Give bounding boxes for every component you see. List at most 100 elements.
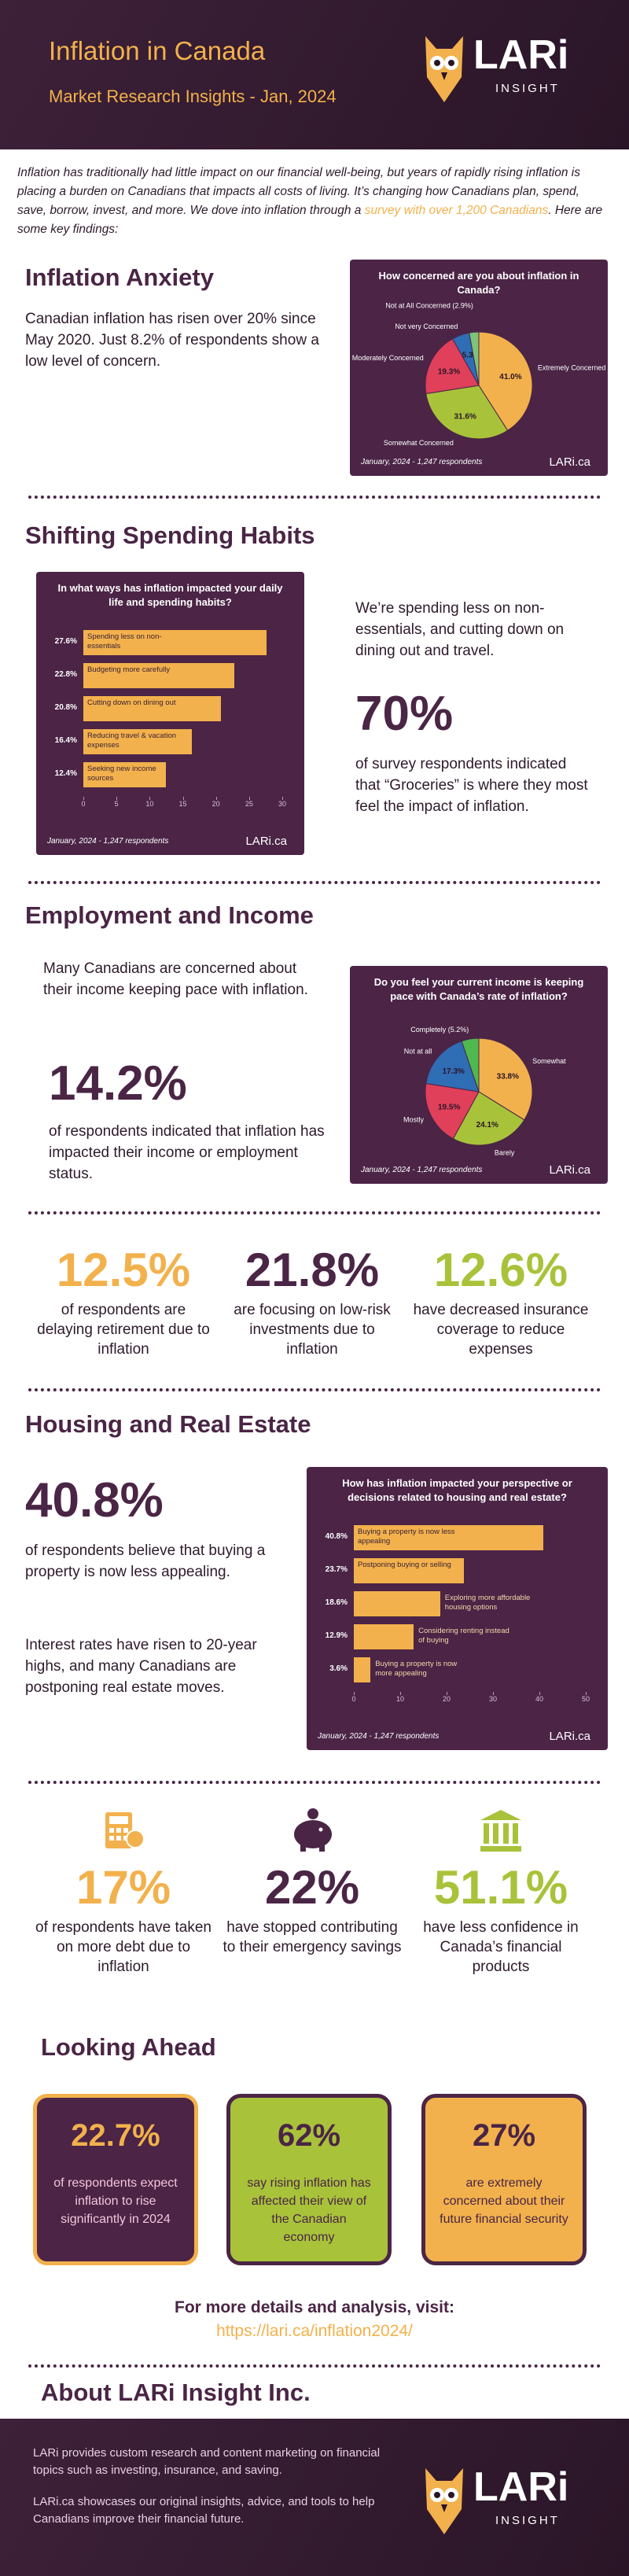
separator [28,496,601,499]
tick-mark [282,797,283,800]
pie-slice [469,331,480,386]
section-heading: Shifting Spending Habits [25,521,315,549]
slice-category: Completely (5.2%) [410,1026,469,1034]
slice-label: 41.0% [499,373,521,381]
separator [28,1781,601,1784]
bar-chart: How has inflation impacted your perspect… [307,1467,608,1750]
logo [421,2462,468,2545]
section-heading: Employment and Income [25,901,314,929]
chart-title: Do you feel your current income is keepi… [373,976,584,1002]
stat-value: 22% [264,1861,360,1914]
stat-value: 14.2% [49,1056,187,1111]
x-tick-label: 0 [351,1695,356,1703]
intro-text: Inflation has traditionally had little i… [17,166,580,217]
separator [28,2364,601,2368]
stat-value: 40.8% [25,1473,164,1528]
slice-label: 33.8% [497,1072,519,1081]
stat-value: 70% [355,687,454,741]
tick-mark [215,797,217,800]
card-text: of respondents expect inflation to rise … [53,2176,178,2226]
chart-source: LARi.ca [549,1163,590,1177]
visit-link[interactable]: https://lari.ca/inflation2024/ [216,2322,413,2340]
x-tick-label: 25 [245,800,253,808]
tick-mark [586,1692,587,1695]
card-value: 27% [472,2118,536,2153]
bar-label: Buying a property is now more appealing [375,1660,458,1678]
x-tick-label: 30 [488,1695,497,1703]
tick-mark [248,797,250,800]
pie-slice [461,1037,480,1093]
slice-label: 19.3% [438,368,460,377]
x-tick-label: 20 [212,800,220,808]
card: 27% are extremely concerned about their f… [421,2094,587,2265]
pie: 41.0% Extremely Concerned 31.6% Somewhat Co… [352,301,606,447]
x-tick-label: 20 [442,1695,451,1703]
pie-chart: Do you feel your current income is keepi… [350,966,608,1184]
section-text: We’re spending less on non-essentials, a… [355,600,565,659]
stat-text: of respondents indicated that inflation … [49,1123,325,1182]
stat: 22% have stopped contributing to their em… [222,1860,403,1957]
value-label: 12.9% [325,1631,348,1640]
owl-icon [425,2468,463,2534]
separator [28,1388,601,1391]
bar [83,630,267,655]
slice-label: 24.1% [476,1121,498,1130]
tick-mark [400,1692,401,1695]
card-text: say rising inflation has affected their … [247,2176,371,2244]
stat-text: of respondents are delaying retirement d… [37,1302,210,1358]
x-tick-label: 10 [395,1695,404,1703]
value-label: 22.8% [54,670,77,679]
chart-source: LARi.ca [549,1730,590,1743]
stat-value: 21.8% [245,1244,380,1296]
stat-text: have decreased insurance coverage to red… [413,1302,589,1358]
bar [354,1591,440,1616]
separator [28,1211,601,1214]
x-tick-label: 0 [81,800,86,808]
bar [83,663,235,688]
pie-chart: How concerned are you about inflation in… [350,260,608,476]
stat-value: 17% [75,1861,171,1914]
logo-name: LARi [473,2464,569,2510]
x-tick-label: 15 [178,800,187,808]
bank-icon [480,1810,521,1852]
section-text: Interest rates have risen to 20-year hig… [25,1637,257,1696]
bar-label: Budgeting more carefully [87,665,171,674]
tick-mark [182,797,184,800]
tick-mark [83,797,84,800]
value-label: 27.6% [54,637,77,646]
stat: 12.5% of respondents are delaying retirem… [33,1243,214,1359]
card-text: are extremely concerned about their futu… [440,2176,568,2226]
value-label: 23.7% [325,1565,348,1574]
stat: 21.8% are focusing on low-risk investment… [222,1243,403,1359]
stat-value: 12.6% [433,1244,568,1296]
chart-source: LARi.ca [245,835,287,848]
chart-title: How concerned are you about inflation in… [378,270,579,296]
bar [354,1624,414,1649]
tick-mark [493,1692,494,1695]
pie-slice [425,1082,480,1140]
value-label: 3.6% [329,1664,348,1673]
about-text: LARi provides custom research and conten… [33,2446,381,2477]
chart-source: LARi.ca [549,455,590,469]
stat-text: of survey respondents indicated that “Gr… [355,756,588,815]
intro-text: . Here are some key findings: [17,204,603,236]
bar-label: Postponing buying or selling [358,1561,451,1569]
bar-label: Spending less on non-essentials [87,632,162,650]
tick-mark [116,797,118,800]
piggy-bank-icon [294,1808,332,1852]
bar-label: Cutting down on dining out [87,698,176,707]
slice-category: Barely [495,1148,515,1156]
tick-mark [354,1692,355,1695]
subtitle: Market Research Insights - Jan, 2024 [49,87,337,106]
intro-link[interactable]: survey with over 1,200 Canadians [364,204,549,217]
stat-text: of respondents believe that buying a pro… [25,1542,266,1580]
section-text: Many Canadians are concerned about their… [43,960,308,998]
bar-label: Seeking new income sources [87,765,156,783]
slice-label: 31.6% [454,412,476,421]
stat-value: 12.5% [56,1244,191,1296]
card-value: 62% [277,2118,341,2153]
header [0,0,629,149]
x-tick-label: 40 [535,1695,543,1703]
bar [354,1657,371,1682]
